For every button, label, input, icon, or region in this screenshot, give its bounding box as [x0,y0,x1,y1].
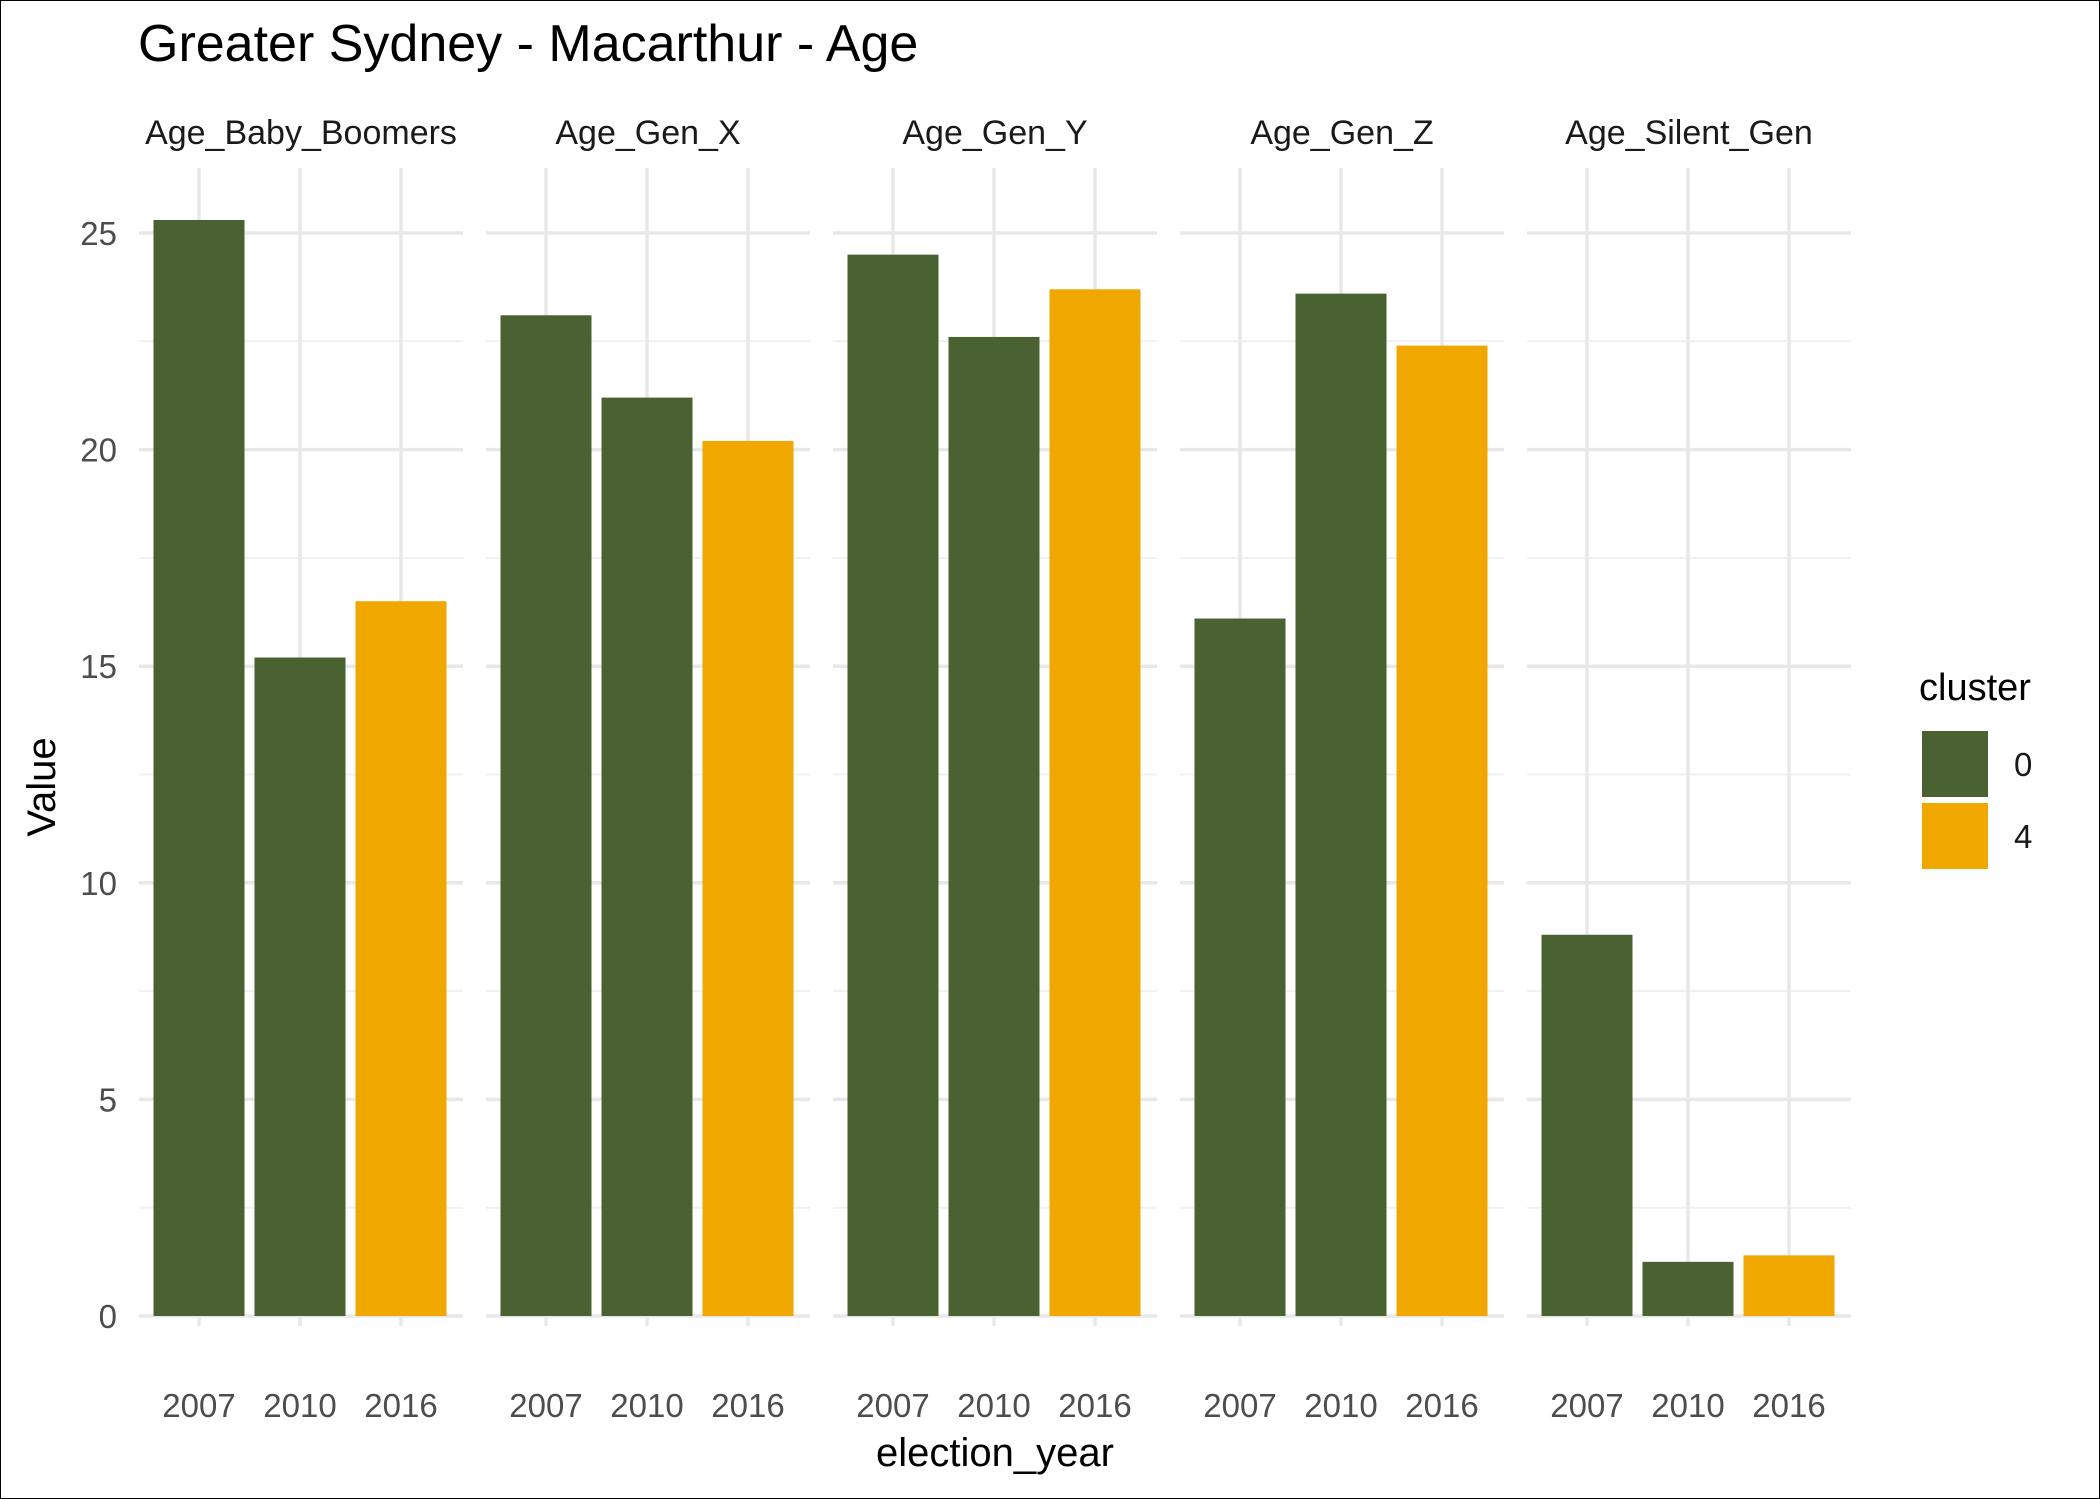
bar-Age_Baby_Boomers-2007 [153,219,245,1317]
facet-panel: 2007 2010 2016 Age_Silent_Gen [1527,114,1851,1424]
y-tick-label: 25 [80,215,117,252]
facet-panel: 2007 2010 2016 Age_Gen_X [486,114,810,1424]
y-tick-label: 0 [99,1298,117,1335]
facet-strip-label: Age_Baby_Boomers [145,114,457,152]
legend-title: cluster [1919,667,2031,709]
x-tick-label: 2007 [1203,1387,1276,1424]
legend-key-0 [1922,731,1988,797]
x-tick-label: 2016 [364,1387,437,1424]
legend-label-4: 4 [2014,818,2032,855]
legend-label-0: 0 [2014,746,2032,783]
bar-Age_Gen_Z-2007 [1194,618,1286,1316]
bar-Age_Baby_Boomers-2016 [355,601,447,1316]
x-tick-label: 2007 [509,1387,582,1424]
y-tick-label: 20 [80,432,117,469]
bar-Age_Gen_X-2010 [601,397,693,1317]
bar-Age_Gen_Y-2016 [1049,289,1141,1317]
y-axis-title: Value [20,737,64,836]
bar-Age_Gen_Y-2010 [948,336,1040,1317]
x-tick-label: 2016 [711,1387,784,1424]
chart-title: Greater Sydney - Macarthur - Age [138,15,918,73]
bar-Age_Silent_Gen-2007 [1541,934,1633,1316]
bar-Age_Gen_X-2016 [702,440,794,1316]
bar-Age_Silent_Gen-2016 [1743,1255,1835,1316]
x-tick-label: 2007 [1550,1387,1623,1424]
bar-Age_Silent_Gen-2010 [1642,1261,1734,1316]
y-tick-label: 10 [80,865,117,902]
y-tick-label: 15 [80,648,117,685]
x-tick-label: 2007 [856,1387,929,1424]
facet-strip-label: Age_Gen_Y [902,114,1087,152]
legend: cluster 0 4 [1919,667,2032,869]
facet-strip-label: Age_Gen_X [555,114,740,152]
facet-panel: 2007 2010 2016 Age_Baby_Boomers [139,114,463,1424]
facet-strip-label: Age_Gen_Z [1250,114,1433,152]
y-tick-label: 5 [99,1081,117,1118]
bar-Age_Gen_X-2007 [500,315,592,1317]
bar-Age_Gen_Y-2007 [847,254,939,1317]
x-tick-label: 2016 [1405,1387,1478,1424]
x-tick-label: 2010 [610,1387,683,1424]
x-tick-label: 2007 [162,1387,235,1424]
x-tick-label: 2010 [1651,1387,1724,1424]
x-tick-label: 2010 [1304,1387,1377,1424]
facet-panel: 2007 2010 2016 Age_Gen_Z [1180,114,1504,1424]
x-tick-label: 2016 [1058,1387,1131,1424]
bar-Age_Gen_Z-2016 [1396,345,1488,1316]
x-axis-title: election_year [876,1431,1114,1475]
facet-panel: 2007 2010 2016 Age_Gen_Y [833,114,1157,1424]
legend-key-4 [1922,803,1988,869]
bar-Age_Baby_Boomers-2010 [254,657,346,1316]
bar-Age_Gen_Z-2010 [1295,293,1387,1316]
x-tick-label: 2010 [263,1387,336,1424]
facet-strip-label: Age_Silent_Gen [1565,114,1813,152]
x-tick-label: 2016 [1752,1387,1825,1424]
x-tick-label: 2010 [957,1387,1030,1424]
